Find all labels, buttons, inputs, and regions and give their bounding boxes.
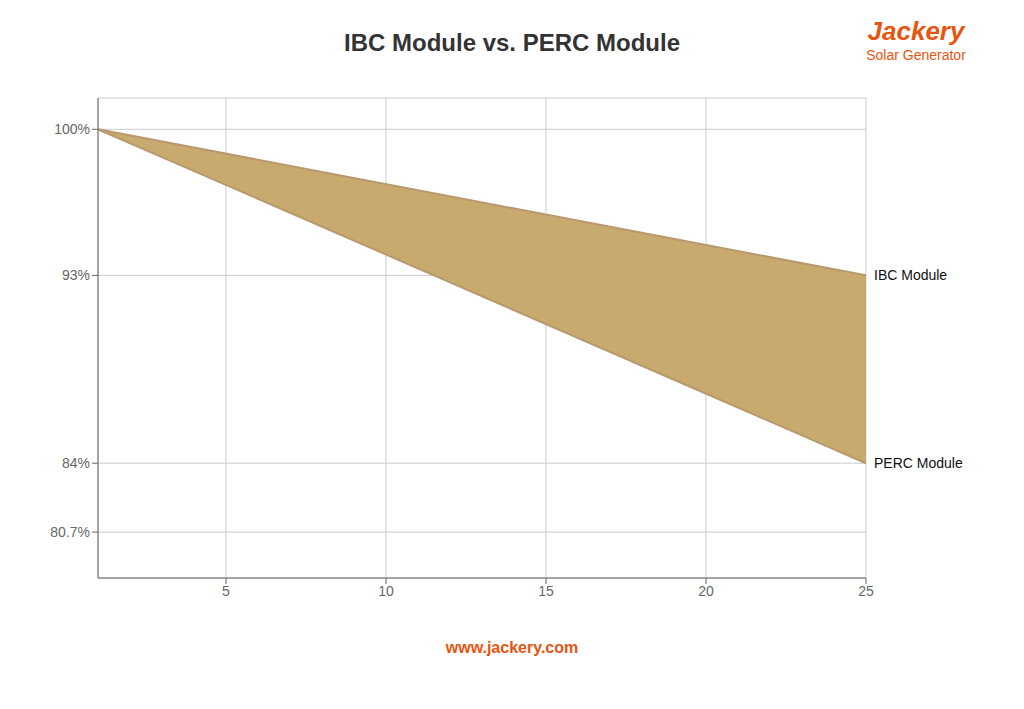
svg-text:80.7%: 80.7% <box>50 524 90 540</box>
svg-text:PERC Module: PERC Module <box>874 455 963 471</box>
svg-text:93%: 93% <box>62 267 90 283</box>
html-text:Jackery: Jackery <box>867 16 965 46</box>
svg-text:IBC Module: IBC Module <box>874 267 947 283</box>
svg-text:5: 5 <box>222 583 230 599</box>
svg-text:84%: 84% <box>62 455 90 471</box>
svg-text:100%: 100% <box>54 121 90 137</box>
svg-text:15: 15 <box>538 583 554 599</box>
html-text:IBC Module vs. PERC Module: IBC Module vs. PERC Module <box>344 29 680 56</box>
svg-text:25: 25 <box>858 583 874 599</box>
html-text:Solar Generator: Solar Generator <box>866 47 966 63</box>
html-text:www.jackery.com: www.jackery.com <box>445 639 579 656</box>
svg-text:10: 10 <box>378 583 394 599</box>
svg-text:20: 20 <box>698 583 714 599</box>
